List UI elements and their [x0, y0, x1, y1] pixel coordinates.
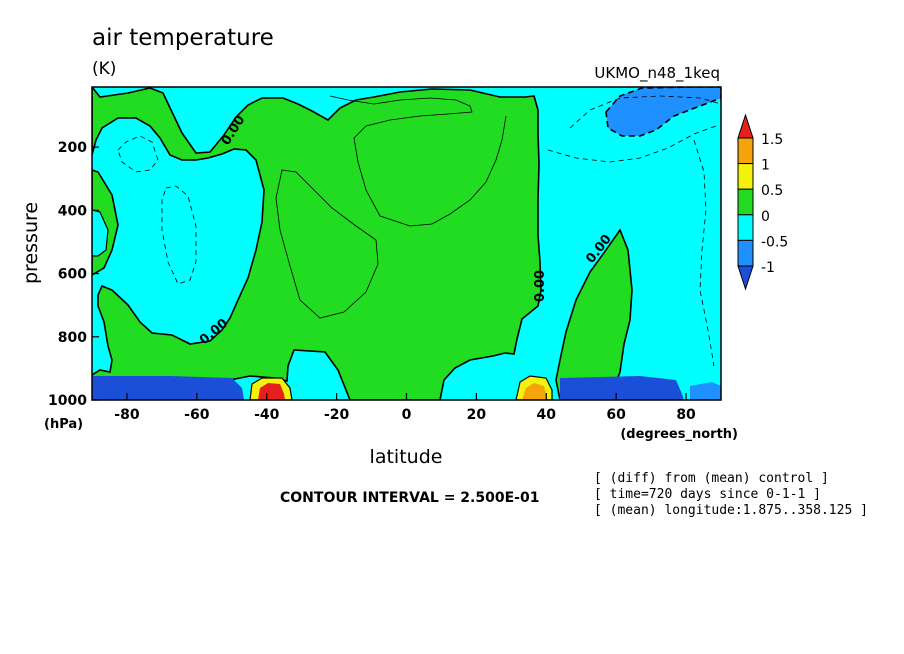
y-tick-label: 600	[58, 267, 87, 283]
x-tick-label: 0	[402, 407, 412, 423]
region-hot-spot-right	[522, 383, 546, 400]
chart-title: air temperature	[92, 25, 274, 51]
y-tick-label: 200	[58, 140, 87, 156]
y-tick-label: 800	[58, 330, 87, 346]
x-tick-label: 60	[606, 407, 626, 423]
x-tick-label: -80	[114, 407, 140, 423]
colorbar-label: 1	[761, 158, 770, 174]
colorbar-segment	[737, 113, 754, 139]
units-label: (K)	[92, 59, 116, 79]
colorbar-segment	[737, 137, 754, 165]
x-tick-label: -20	[324, 407, 350, 423]
region-negative-surface-mid	[690, 382, 721, 400]
x-tick-label: 80	[676, 407, 696, 423]
y-tick-label: 400	[58, 203, 87, 219]
region-negative-left-inset	[92, 209, 109, 257]
contour-label: 0.00	[533, 270, 548, 302]
region-negative-strong-top	[605, 87, 721, 137]
colorbar-segment	[737, 239, 754, 267]
contour-line	[693, 139, 715, 367]
contour-line	[547, 125, 717, 163]
colorbar-label: 0	[761, 209, 770, 225]
x-tick-label: 20	[467, 407, 487, 423]
x-axis-label: latitude	[370, 446, 443, 468]
region-negative-surface-left	[92, 376, 244, 400]
colorbar-label: -1	[761, 260, 775, 276]
dataset-label: UKMO_n48_1keq	[594, 64, 720, 83]
colorbar-segment	[737, 265, 754, 291]
colorbar-label: 0.5	[761, 183, 783, 199]
contour-line	[161, 185, 197, 285]
contour-interval: CONTOUR INTERVAL = 2.500E-01	[280, 490, 539, 506]
region-hot-spot-left	[258, 383, 285, 400]
contour-line	[117, 135, 159, 173]
contour-line	[275, 169, 379, 319]
x-tick-label: -40	[254, 407, 280, 423]
x-axis-units: (degrees_north)	[620, 427, 738, 442]
contour-line	[569, 95, 721, 129]
note-line: [ (diff) from (mean) control ]	[594, 471, 829, 486]
note-line: [ (mean) longitude:1.875..358.125 ]	[594, 503, 868, 518]
region-negative-surface-right	[560, 376, 684, 400]
colorbar-segment	[737, 163, 754, 190]
contour-line	[329, 95, 507, 227]
plot-area: 0.00 0.00 0.00 0.00 -80 -60 -40 -20 0 20 40 60 8…	[48, 86, 722, 423]
colorbar-label: 1.5	[761, 132, 783, 148]
colorbar-segment	[737, 214, 754, 241]
y-tick-label: 1000	[48, 393, 87, 409]
x-tick-label: 40	[537, 407, 557, 423]
y-axis-units: (hPa)	[44, 417, 83, 432]
region-positive-main	[92, 87, 542, 400]
colorbar-label: -0.5	[761, 234, 788, 250]
y-axis-label: pressure	[20, 202, 42, 284]
colorbar-segment	[737, 188, 754, 216]
x-tick-label: -60	[184, 407, 210, 423]
note-line: [ time=720 days since 0-1-1 ]	[594, 487, 821, 502]
colorbar: 1.5 1 0.5 0 -0.5 -1	[737, 113, 788, 291]
